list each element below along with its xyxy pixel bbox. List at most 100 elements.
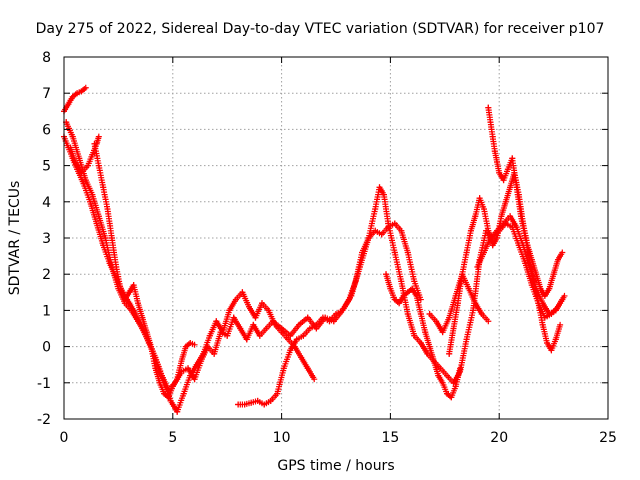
data-point: [74, 90, 81, 97]
data-point: [304, 314, 311, 321]
x-tick-label: 5: [168, 430, 177, 446]
data-point: [472, 213, 479, 220]
y-tick-label: 6: [42, 122, 51, 138]
data-point: [372, 227, 379, 234]
data-point: [200, 350, 207, 357]
data-point: [187, 372, 194, 379]
data-point: [298, 354, 305, 361]
data-point: [400, 292, 407, 299]
data-point: [443, 372, 450, 379]
data-point: [89, 191, 96, 198]
data-point: [280, 365, 287, 372]
data-point: [108, 235, 115, 241]
data-point: [78, 88, 85, 95]
data-point: [232, 296, 239, 303]
data-point: [413, 292, 420, 299]
series-track-i: [446, 169, 566, 357]
data-point: [139, 314, 146, 321]
data-point: [480, 206, 487, 213]
plus-markers: [61, 133, 567, 393]
data-point: [552, 336, 559, 343]
data-point: [509, 155, 516, 162]
data-point: [95, 162, 102, 169]
data-point: [126, 289, 133, 296]
data-point: [426, 311, 433, 318]
data-point: [383, 271, 390, 278]
data-point: [478, 311, 485, 318]
data-point: [287, 332, 294, 339]
data-point: [450, 325, 457, 332]
data-point: [504, 166, 511, 173]
data-point: [252, 314, 259, 321]
data-point: [480, 249, 487, 256]
data-point: [430, 358, 437, 365]
data-point: [89, 151, 96, 158]
data-point: [526, 263, 533, 270]
data-point: [539, 300, 546, 307]
data-point: [319, 314, 326, 321]
data-point: [409, 285, 416, 292]
data-point: [256, 332, 263, 339]
data-point: [82, 84, 89, 91]
data-point: [76, 155, 83, 162]
data-point: [265, 307, 272, 314]
data-point: [143, 329, 150, 336]
data-point: [459, 271, 466, 278]
plus-markers: [61, 86, 88, 115]
data-point: [185, 365, 192, 372]
data-point: [178, 358, 185, 365]
data-point: [502, 198, 509, 205]
data-point: [102, 235, 109, 241]
data-point: [433, 318, 440, 325]
data-point: [224, 332, 231, 339]
data-point: [517, 213, 524, 220]
data-point: [376, 184, 383, 191]
plus-markers: [235, 220, 423, 408]
data-point: [241, 401, 248, 408]
data-point: [230, 314, 237, 321]
data-point: [387, 285, 394, 292]
data-point: [467, 227, 474, 234]
y-tick-label: -1: [37, 376, 51, 392]
data-point: [559, 249, 566, 256]
grid-lines: [64, 57, 608, 419]
data-point: [287, 347, 294, 354]
data-point: [448, 394, 455, 401]
data-point: [306, 325, 313, 332]
data-point: [69, 93, 76, 100]
data-point: [494, 235, 501, 241]
data-point: [463, 249, 470, 256]
data-point: [489, 242, 496, 249]
data-point: [485, 104, 492, 111]
data-point: [539, 321, 546, 328]
data-point: [250, 321, 257, 328]
data-point: [333, 311, 339, 318]
data-point: [206, 332, 213, 339]
data-point: [152, 365, 159, 372]
data-point: [422, 329, 429, 336]
data-point: [500, 220, 507, 227]
data-point: [239, 289, 246, 296]
data-point: [285, 336, 292, 343]
data-point: [541, 292, 548, 299]
data-point: [472, 300, 479, 307]
data-point: [485, 318, 492, 325]
data-point: [485, 227, 492, 234]
data-point: [439, 329, 446, 336]
data-point: [404, 249, 411, 256]
data-point: [121, 296, 128, 303]
data-point: [380, 191, 387, 198]
data-point: [191, 376, 198, 383]
data-point: [193, 361, 200, 368]
data-point: [463, 336, 470, 343]
data-point: [561, 292, 568, 299]
x-tick-label: 15: [381, 430, 399, 446]
plus-markers: [446, 169, 565, 357]
data-point: [180, 390, 187, 397]
y-tick-label: 8: [42, 50, 51, 66]
data-point: [154, 361, 161, 368]
data-point: [452, 383, 459, 390]
data-point: [82, 177, 89, 184]
y-axis-label: SDTVAR / TECUs: [7, 181, 23, 296]
